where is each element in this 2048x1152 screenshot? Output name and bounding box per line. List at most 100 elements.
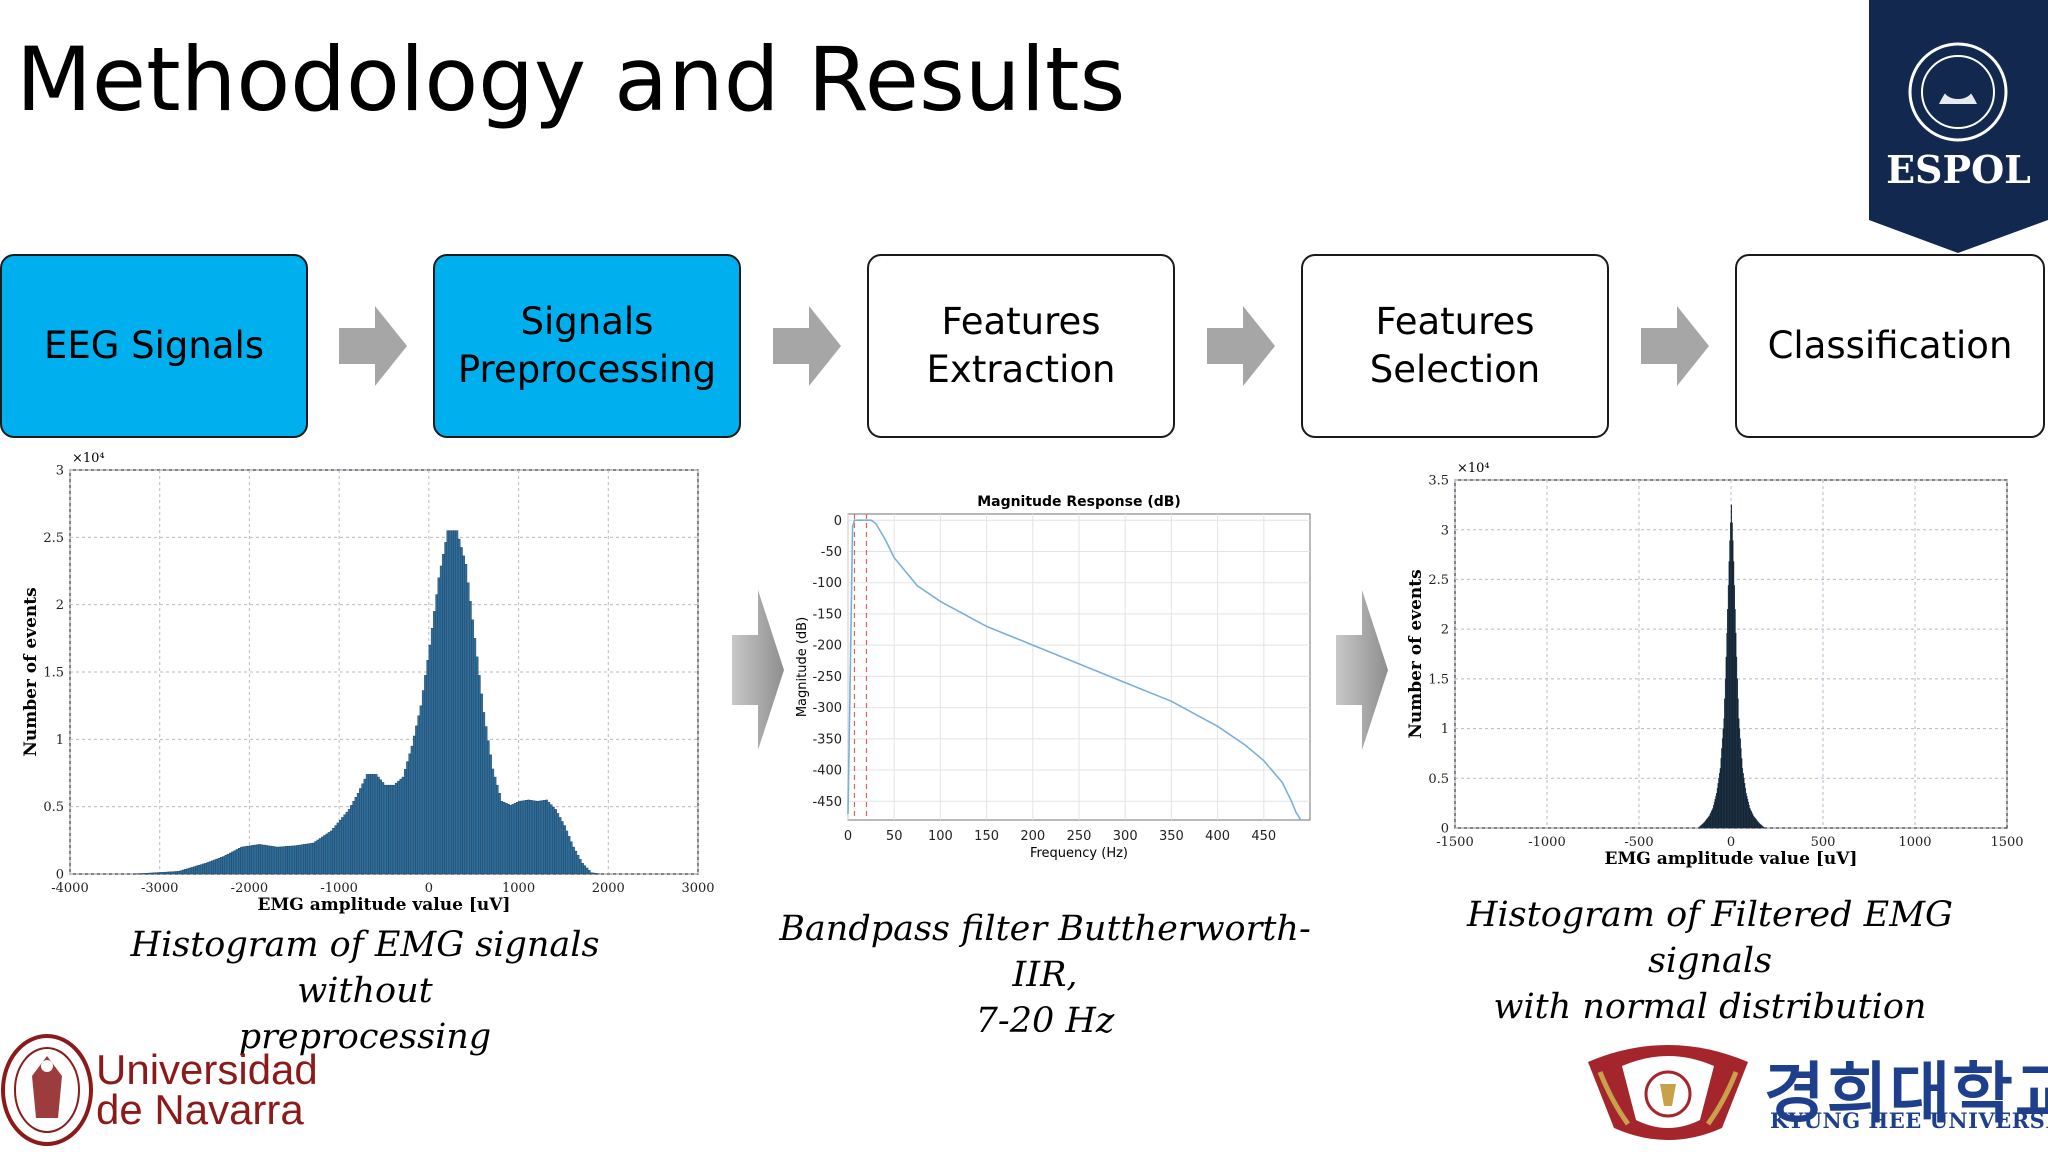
histogram-bar: [258, 844, 261, 875]
histogram-bar: [359, 788, 362, 875]
histogram-bar: [507, 804, 510, 875]
histogram-bar: [552, 806, 555, 875]
histogram-bar: [426, 660, 430, 875]
histogram-bar: [208, 861, 212, 875]
histogram-filtered-emg-chart: -1500 -1000 -500 0 500 1000 1500 0 0.5 1 1.5 2 2.5 3 3…: [1406, 461, 2024, 869]
y-axis-label: Number of events: [1406, 569, 1426, 738]
histogram-bar: [412, 735, 416, 875]
histogram-bar: [287, 846, 290, 875]
histogram-bar: [415, 725, 418, 875]
histogram-bar: [224, 855, 228, 875]
histogram-bar: [291, 845, 295, 875]
histogram-bar: [343, 814, 347, 875]
x-tick-label: 0: [844, 829, 852, 844]
histogram-bar: [469, 601, 472, 875]
step-features-selection: Features Selection: [1301, 254, 1609, 438]
histogram-bar: [590, 872, 593, 875]
histogram-bar: [549, 804, 553, 875]
histogram-bar: [303, 844, 306, 875]
histogram-bar: [213, 859, 216, 875]
histogram-bar: [554, 809, 557, 875]
histogram-bar: [377, 776, 380, 875]
histogram-bar: [289, 845, 293, 875]
histogram-bar: [206, 862, 210, 875]
histogram-bar: [439, 565, 443, 875]
histogram-bar: [316, 839, 320, 875]
histogram-bar: [489, 754, 492, 875]
histogram-bar: [451, 530, 454, 875]
y-tick-label: 3: [1441, 523, 1449, 538]
histogram-bar: [392, 784, 396, 875]
histogram-bar: [372, 774, 376, 875]
histogram-bar: [498, 793, 501, 875]
chevron-right-icon: [732, 590, 784, 750]
histogram-bar: [318, 838, 322, 875]
histogram-bar: [352, 801, 356, 875]
y-axis-label: Number of events: [21, 587, 41, 756]
histogram-bar: [567, 836, 571, 875]
histogram-bar: [390, 784, 394, 875]
arrow-right-icon: [1641, 306, 1709, 386]
histogram-bar: [298, 844, 302, 875]
histogram-bar: [168, 871, 172, 875]
x-tick-label: 450: [1251, 829, 1276, 844]
histogram-bar: [332, 828, 335, 875]
histogram-bar: [204, 863, 208, 875]
y-tick-label: 0.5: [43, 800, 64, 815]
x-tick-label: 3000: [681, 881, 714, 896]
histogram-bar: [345, 811, 349, 875]
universidad-de-navarra-wordmark: Universidad de Navarra: [96, 1046, 318, 1133]
x-tick-label: -500: [1624, 835, 1653, 850]
y-tick-label: -50: [821, 545, 842, 560]
x-tick-label: -1000: [1528, 835, 1565, 850]
x-tick-label: 250: [1067, 829, 1092, 844]
filter-magnitude-response-chart: 0 50 100 150 200 250 300 350 400 450 0 -50 -100 -150 -…: [795, 494, 1311, 861]
histogram-bar: [437, 577, 441, 875]
histogram-bar: [170, 871, 174, 875]
histogram-bar: [368, 774, 371, 875]
histogram-bar: [446, 530, 450, 875]
histogram-bar: [186, 868, 190, 875]
histogram-bar: [307, 843, 311, 875]
histogram-bar: [502, 802, 506, 875]
histogram-bar: [235, 849, 239, 875]
histogram-bar: [511, 804, 515, 875]
y-tick-label: -350: [812, 732, 842, 747]
histogram-bar: [403, 769, 407, 875]
histogram-bar: [578, 858, 582, 875]
histogram-bar: [466, 582, 470, 875]
histogram-bars: [134, 530, 600, 875]
histogram-bar: [231, 851, 234, 875]
x-axis-label: EMG amplitude value [uV]: [1605, 849, 1858, 869]
histogram-bar: [545, 799, 548, 875]
histogram-bar: [482, 712, 486, 875]
histogram-bar: [240, 846, 243, 875]
histogram-bar: [1763, 827, 1765, 829]
histogram-bar: [296, 845, 299, 875]
step-classification: Classification: [1735, 254, 2045, 438]
y-tick-label: 0.5: [1428, 772, 1449, 787]
histogram-bar: [157, 872, 160, 875]
histogram-bar: [314, 841, 317, 875]
histogram-bar: [475, 656, 479, 875]
histogram-bar: [500, 801, 504, 875]
histogram-bar: [267, 845, 270, 875]
histogram-bar: [347, 809, 351, 875]
histogram-bar: [155, 872, 158, 875]
histogram-bar: [327, 832, 331, 875]
x-axis-label: Frequency (Hz): [1030, 846, 1128, 861]
histogram-bar: [264, 845, 268, 875]
histogram-bar: [159, 872, 163, 875]
histogram-bar: [457, 538, 461, 875]
histogram-bar: [300, 844, 304, 875]
histogram-bar: [383, 784, 387, 875]
step-signals-preprocessing: Signals Preprocessing: [433, 254, 741, 438]
y-tick-label: -200: [812, 639, 842, 654]
step-eeg-signals: EEG Signals: [0, 254, 308, 438]
histogram-bar: [336, 822, 340, 875]
universidad-de-navarra-seal: [1, 1034, 93, 1146]
histogram-bar: [558, 817, 562, 875]
histogram-bar: [569, 841, 573, 875]
histogram-bar: [493, 776, 497, 875]
y-axis-multiplier: ×10⁴: [72, 451, 105, 466]
